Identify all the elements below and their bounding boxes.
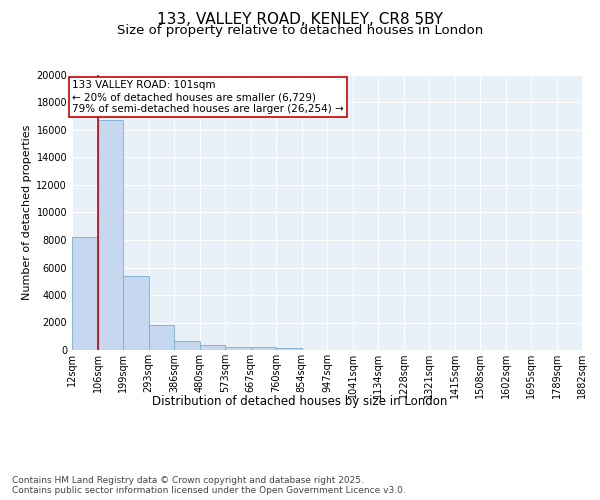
Bar bbox=[199, 345, 225, 350]
Text: Distribution of detached houses by size in London: Distribution of detached houses by size … bbox=[152, 395, 448, 408]
Bar bbox=[72, 238, 97, 350]
Bar bbox=[225, 346, 251, 350]
Bar bbox=[97, 120, 123, 350]
Y-axis label: Number of detached properties: Number of detached properties bbox=[22, 125, 32, 300]
Text: 133, VALLEY ROAD, KENLEY, CR8 5BY: 133, VALLEY ROAD, KENLEY, CR8 5BY bbox=[157, 12, 443, 28]
Bar bbox=[276, 348, 302, 350]
Bar bbox=[123, 276, 149, 350]
Text: Contains HM Land Registry data © Crown copyright and database right 2025.
Contai: Contains HM Land Registry data © Crown c… bbox=[12, 476, 406, 495]
Text: Size of property relative to detached houses in London: Size of property relative to detached ho… bbox=[117, 24, 483, 37]
Bar bbox=[149, 324, 174, 350]
Bar bbox=[174, 341, 199, 350]
Bar bbox=[251, 347, 276, 350]
Text: 133 VALLEY ROAD: 101sqm
← 20% of detached houses are smaller (6,729)
79% of semi: 133 VALLEY ROAD: 101sqm ← 20% of detache… bbox=[72, 80, 344, 114]
